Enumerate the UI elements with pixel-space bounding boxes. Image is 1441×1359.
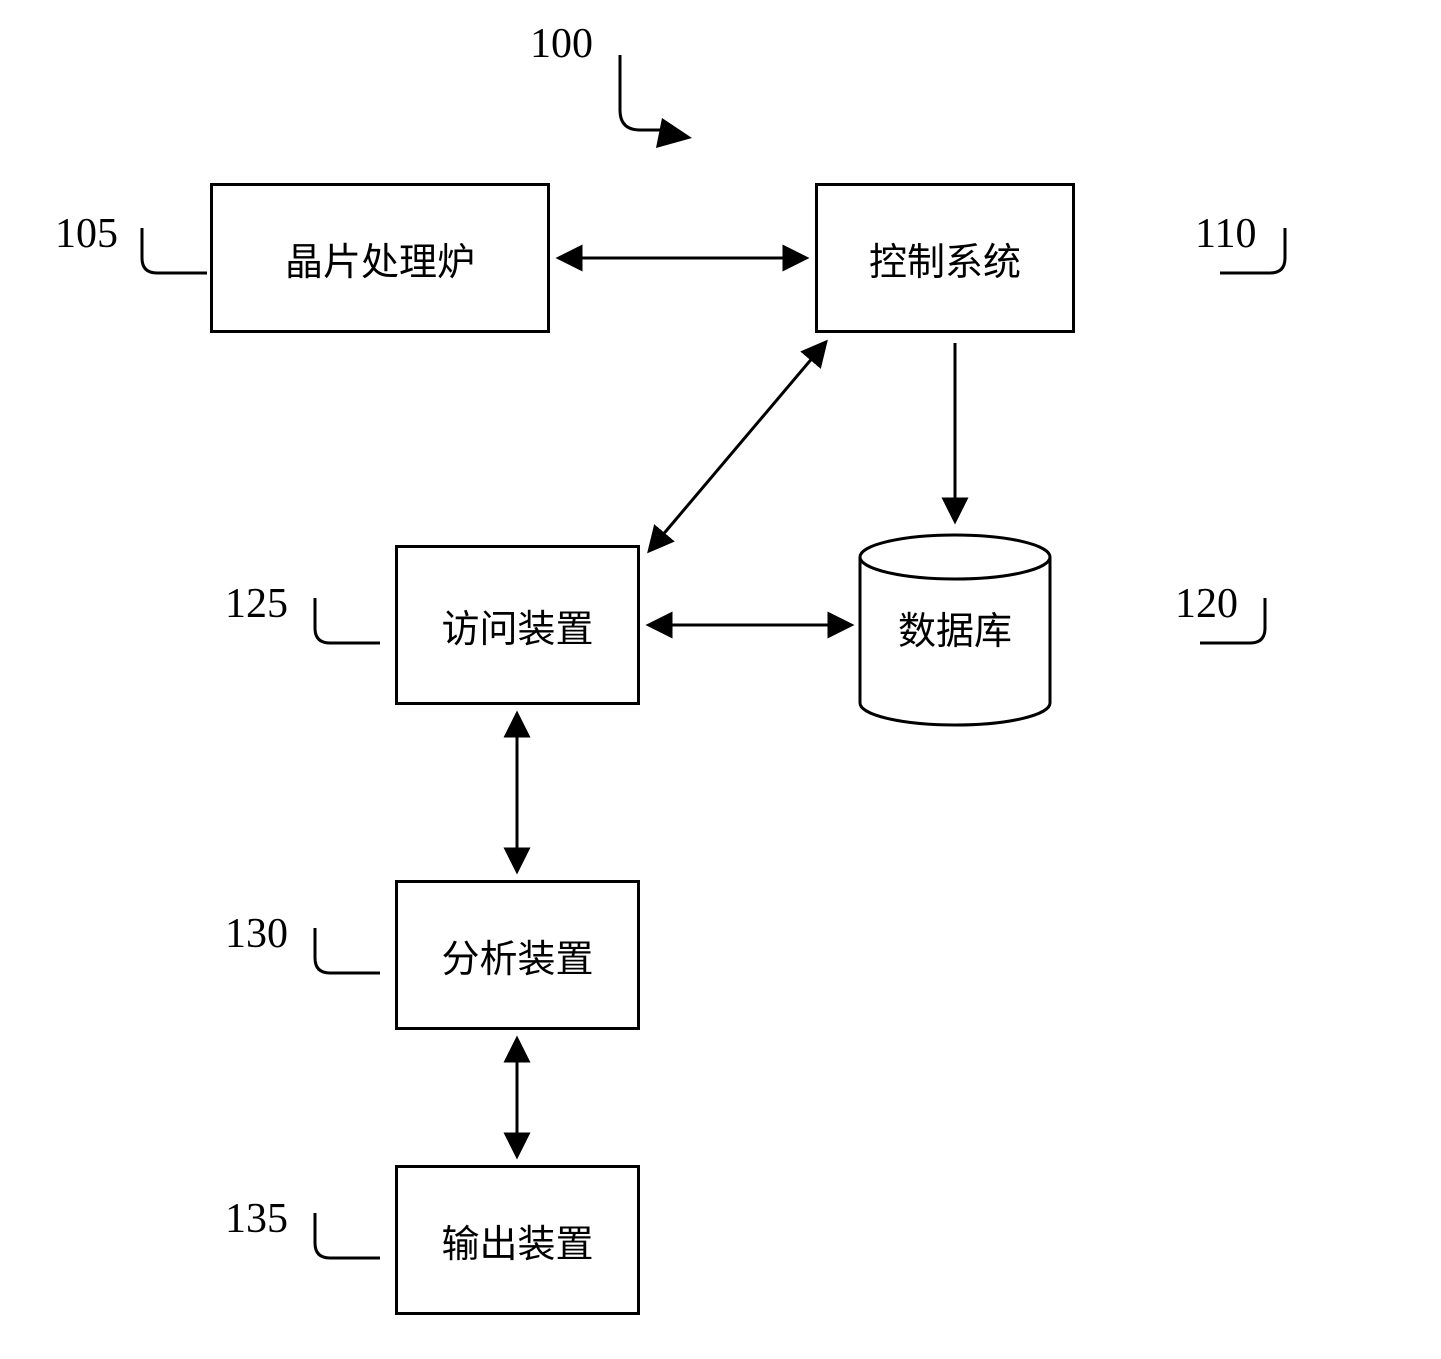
callout-120: 120	[1175, 580, 1238, 628]
node-access-label: 访问装置	[441, 598, 593, 653]
node-analyze: 分析装置	[395, 880, 640, 1030]
node-access: 访问装置	[395, 545, 640, 705]
callout-105: 105	[55, 210, 118, 258]
node-analyze-label: 分析装置	[441, 928, 593, 983]
callout-130: 130	[225, 910, 288, 958]
node-furnace: 晶片处理炉	[210, 183, 550, 333]
callout-110: 110	[1195, 210, 1256, 258]
node-control-label: 控制系统	[869, 231, 1021, 286]
callout-100: 100	[530, 20, 593, 68]
node-furnace-label: 晶片处理炉	[285, 231, 475, 286]
node-output: 输出装置	[395, 1165, 640, 1315]
node-database-label-wrap: 数据库	[860, 600, 1050, 655]
node-database-label: 数据库	[898, 611, 1012, 653]
callout-125: 125	[225, 580, 288, 628]
node-control: 控制系统	[815, 183, 1075, 333]
node-output-label: 输出装置	[441, 1213, 593, 1268]
callout-135: 135	[225, 1195, 288, 1243]
diagram-canvas: 晶片处理炉 控制系统 访问装置 分析装置 输出装置 数据库 100 105 11…	[0, 0, 1441, 1359]
